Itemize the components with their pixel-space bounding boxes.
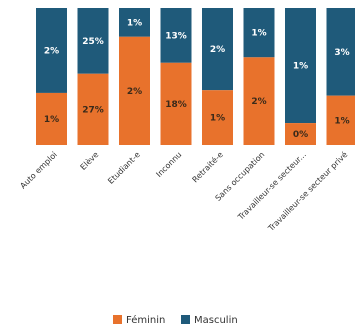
data-label-masculin-etudiant-e: 1% <box>127 18 142 28</box>
bar-segment-feminin-travailleur-se-secteur-prive <box>326 95 355 145</box>
data-label-masculin-retraite-e: 2% <box>210 45 225 55</box>
legend-label-feminin: Féminin <box>126 314 165 326</box>
bar-segment-masculin-travailleur-se-secteur-prive <box>326 8 355 96</box>
bar-segment-feminin-inconnu <box>160 62 192 145</box>
bar-segment-masculin-auto-emploi <box>36 8 67 93</box>
bars-group: 2% 1% 25% 27% 1% 2% 13% 18% 2% 1% 1% 2% 1% 0% 3% 1% <box>36 8 355 145</box>
data-label-feminin-eleve: 27% <box>82 105 104 115</box>
bar-segment-feminin-retraite-e <box>202 90 233 145</box>
data-label-feminin-travailleur-se-secteur-prive: 1% <box>334 116 349 126</box>
data-label-feminin-etudiant-e: 2% <box>127 87 142 97</box>
bar-segment-feminin-travailleur-se-secteur <box>285 123 316 145</box>
legend-swatch-feminin <box>113 315 122 324</box>
data-label-feminin-inconnu: 18% <box>165 100 187 110</box>
bar-segment-feminin-etudiant-e <box>119 36 150 145</box>
category-label-auto-emploi: Auto emploi <box>18 150 58 190</box>
data-label-masculin-eleve: 25% <box>82 37 104 47</box>
bar-segment-masculin-etudiant-e <box>119 8 150 37</box>
category-label-travailleur-se-secteur-prive: Travailleur-se secteur privé <box>265 149 349 233</box>
data-label-masculin-travailleur-se-secteur: 1% <box>293 62 308 72</box>
bar-segment-masculin-retraite-e <box>202 8 233 91</box>
bar-segment-masculin-sans-occupation <box>243 8 275 58</box>
bar-segment-masculin-travailleur-se-secteur <box>285 8 316 124</box>
bar-segment-feminin-eleve <box>77 73 109 145</box>
data-label-masculin-auto-emploi: 2% <box>44 46 59 56</box>
legend: Féminin Masculin <box>113 314 238 326</box>
data-label-feminin-retraite-e: 1% <box>210 114 225 124</box>
data-label-masculin-travailleur-se-secteur-prive: 3% <box>334 48 349 58</box>
data-label-feminin-travailleur-se-secteur: 0% <box>293 130 308 140</box>
legend-label-masculin: Masculin <box>194 315 238 326</box>
bar-segment-feminin-sans-occupation <box>243 57 275 145</box>
legend-swatch-masculin <box>181 315 190 324</box>
bar-segment-masculin-eleve <box>77 8 109 74</box>
bar-segment-masculin-inconnu <box>160 8 192 63</box>
data-label-masculin-sans-occupation: 1% <box>251 29 266 39</box>
category-label-etudiant-e: Etudiant-e <box>106 150 142 186</box>
data-label-feminin-auto-emploi: 1% <box>44 115 59 125</box>
category-label-retraite-e: Retraité-e <box>190 149 225 184</box>
data-label-feminin-sans-occupation: 2% <box>251 97 266 107</box>
category-labels: Auto emploi Elève Etudiant-e Inconnu Retrait… <box>18 149 349 233</box>
category-label-inconnu: Inconnu <box>154 150 183 179</box>
category-label-eleve: Elève <box>78 149 101 172</box>
bar-segment-feminin-auto-emploi <box>36 92 67 145</box>
category-label-travailleur-se-secteur: Travailleur-se secteur... <box>236 150 308 222</box>
data-label-masculin-inconnu: 13% <box>165 31 187 41</box>
